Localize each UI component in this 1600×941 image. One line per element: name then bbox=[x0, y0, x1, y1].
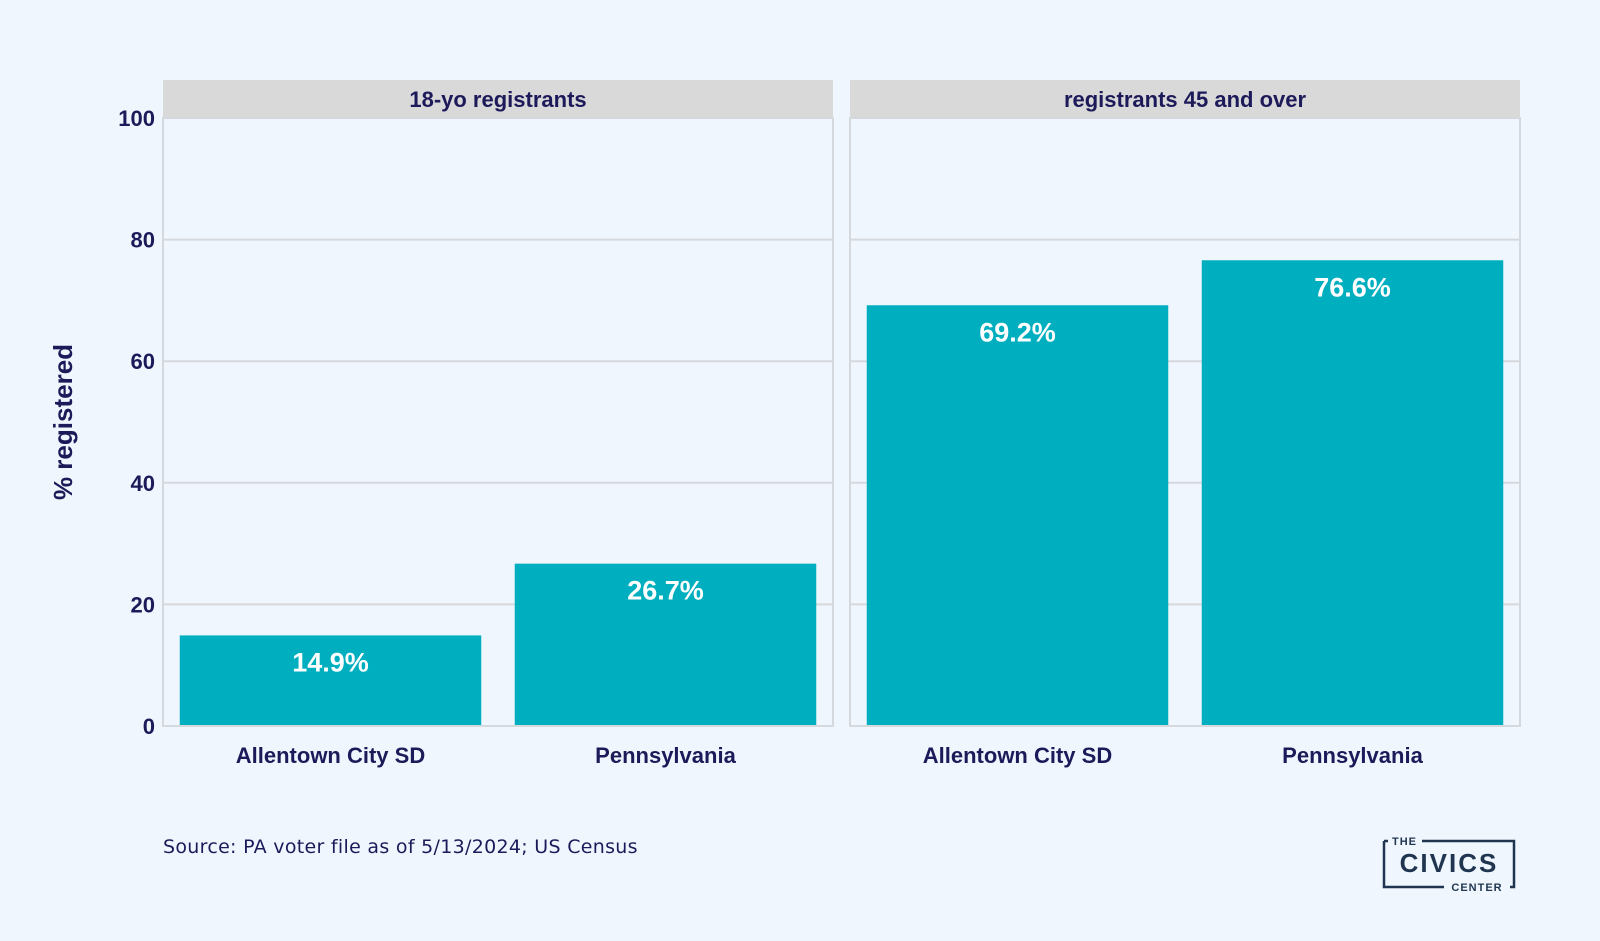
bar-value-label: 26.7% bbox=[627, 576, 704, 606]
y-tick-label: 40 bbox=[131, 471, 155, 496]
bar-value-label: 14.9% bbox=[292, 647, 369, 677]
bar bbox=[179, 635, 482, 726]
source-note: Source: PA voter file as of 5/13/2024; U… bbox=[163, 836, 638, 858]
bar bbox=[866, 305, 1169, 726]
x-tick-label: Allentown City SD bbox=[923, 743, 1112, 768]
x-tick-label: Allentown City SD bbox=[236, 743, 425, 768]
panel-border bbox=[849, 117, 1521, 727]
y-tick-label: 0 bbox=[143, 714, 155, 739]
y-tick-label: 20 bbox=[131, 592, 155, 617]
panel-border bbox=[162, 117, 834, 727]
y-axis-title: % registered bbox=[48, 344, 78, 500]
logo-text-center: CENTER bbox=[1451, 882, 1502, 891]
bar bbox=[514, 563, 817, 726]
bar bbox=[1201, 260, 1504, 726]
panel-title: 18-yo registrants bbox=[409, 87, 586, 112]
logo-text-the: THE bbox=[1392, 836, 1417, 848]
panel-strip bbox=[163, 80, 833, 118]
bar-value-label: 76.6% bbox=[1314, 272, 1391, 302]
y-tick-label: 60 bbox=[131, 349, 155, 374]
civics-center-logo: THE CIVICS CENTER bbox=[1382, 836, 1516, 891]
panel-title: registrants 45 and over bbox=[1064, 87, 1307, 112]
x-tick-label: Pennsylvania bbox=[595, 743, 736, 768]
bar-value-label: 69.2% bbox=[979, 317, 1056, 347]
x-tick-label: Pennsylvania bbox=[1282, 743, 1423, 768]
panel-strip bbox=[850, 80, 1520, 118]
y-tick-label: 100 bbox=[118, 106, 155, 131]
y-tick-label: 80 bbox=[131, 228, 155, 253]
logo-text-civics: CIVICS bbox=[1400, 848, 1499, 878]
